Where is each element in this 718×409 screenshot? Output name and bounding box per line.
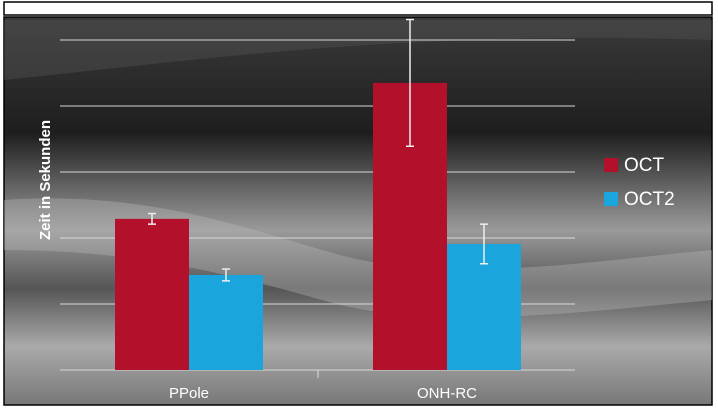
x-tick-label: PPole bbox=[169, 385, 209, 402]
chart: Zeit in Sekunden PPole ONH-RC OCT OCT2 bbox=[0, 0, 718, 409]
bar bbox=[115, 219, 189, 370]
title-box bbox=[4, 2, 712, 15]
legend-swatch bbox=[604, 158, 618, 172]
legend-swatch bbox=[604, 192, 618, 206]
x-tick-label: ONH-RC bbox=[417, 385, 477, 402]
y-axis-label: Zeit in Sekunden bbox=[37, 120, 54, 240]
bar bbox=[189, 275, 263, 370]
legend-label: OCT2 bbox=[624, 189, 675, 210]
legend-label: OCT bbox=[624, 155, 665, 176]
